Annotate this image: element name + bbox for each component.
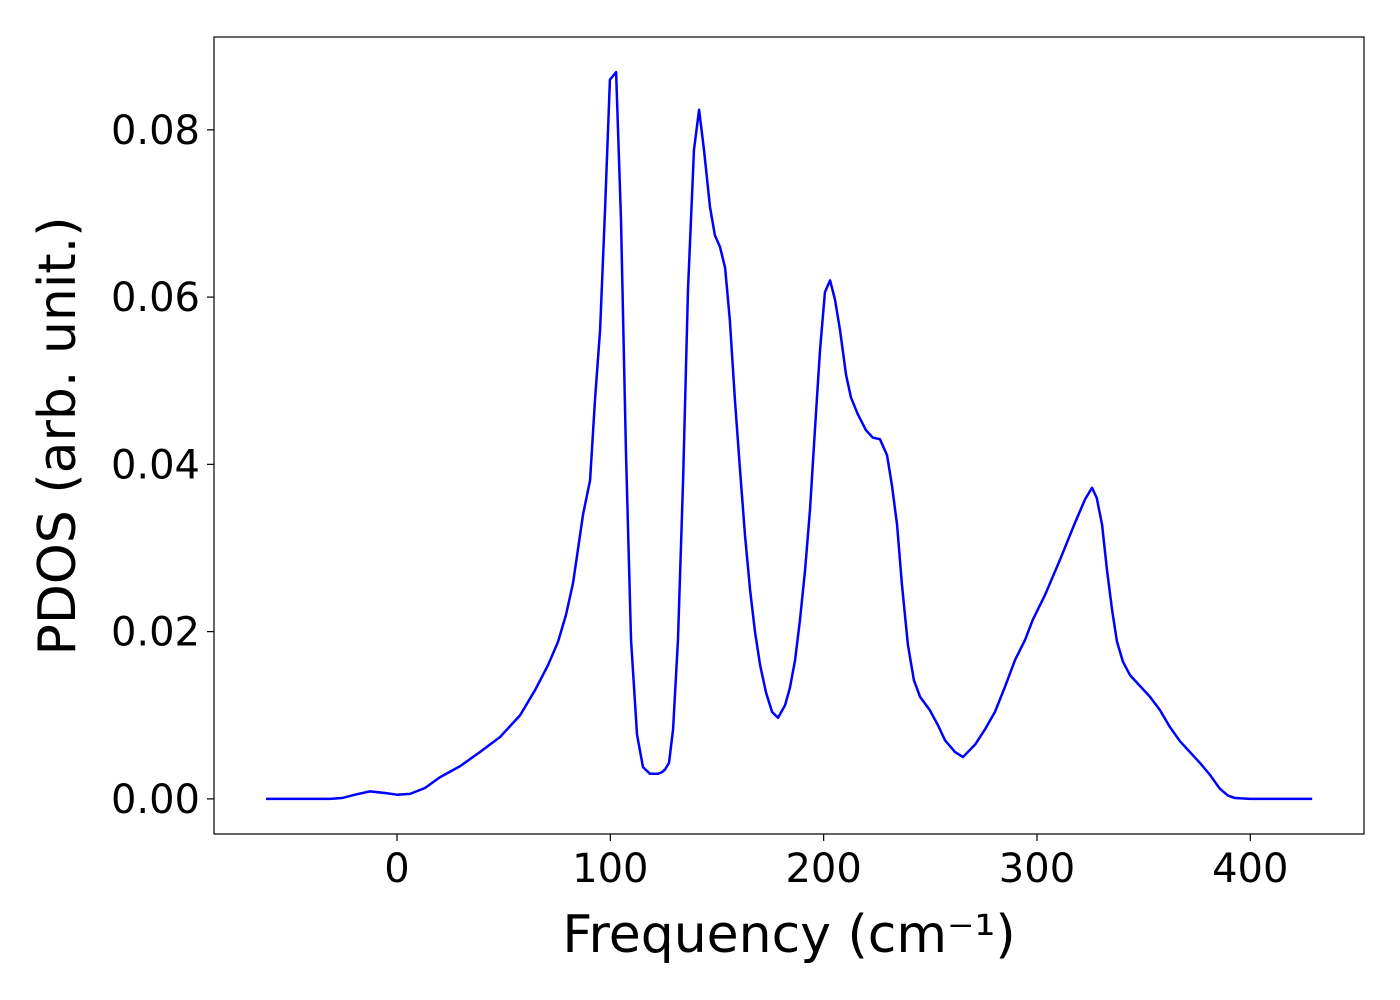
- pdos-line: [266, 70, 1313, 801]
- x-tick-label: 100: [572, 846, 648, 892]
- x-tick-label: 200: [785, 846, 861, 892]
- y-tick-label: 0.04: [111, 442, 200, 488]
- y-tick-label: 0.00: [111, 777, 200, 823]
- y-tick-label: 0.02: [111, 610, 200, 656]
- x-tick-label: 400: [1212, 846, 1288, 892]
- y-tick-label: 0.08: [111, 108, 200, 154]
- plot-frame: [213, 36, 1365, 835]
- x-axis-label: Frequency (cm⁻¹): [562, 905, 1015, 965]
- y-axis-label: PDOS (arb. unit.): [28, 216, 88, 655]
- x-tick-label: 0: [384, 846, 409, 892]
- x-tick-label: 300: [999, 846, 1075, 892]
- y-tick-label: 0.06: [111, 275, 200, 321]
